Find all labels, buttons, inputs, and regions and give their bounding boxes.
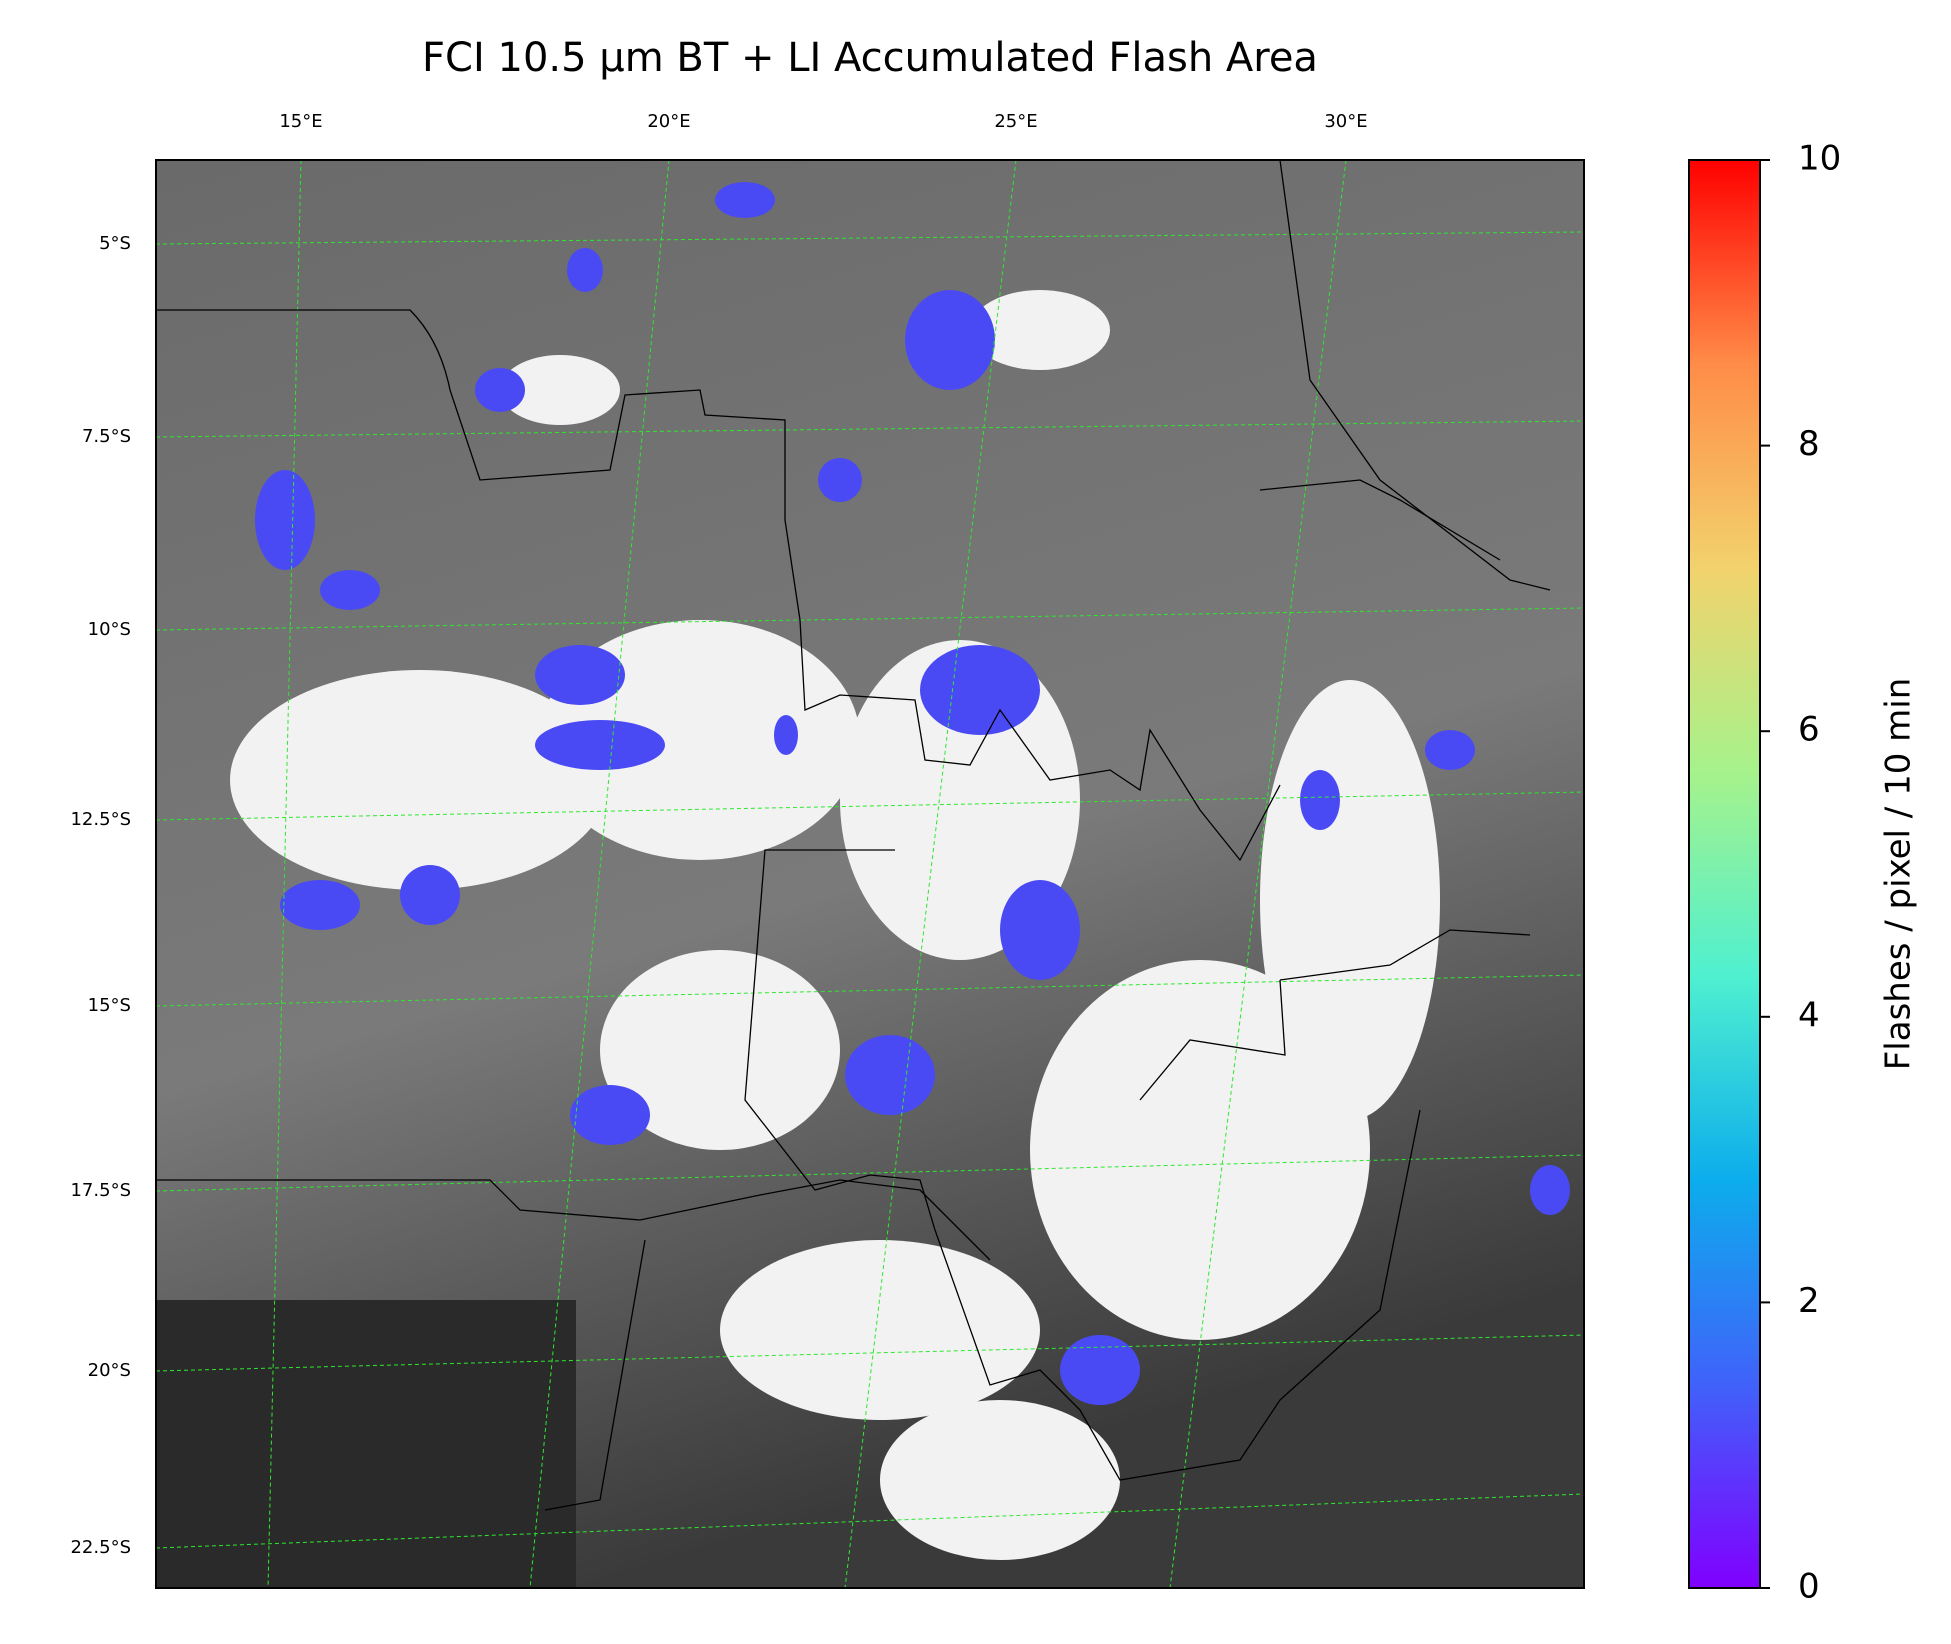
colorbar-tick-label: 6 (1798, 710, 1820, 750)
lon-label: 25°E (994, 111, 1037, 132)
lon-label: 30°E (1324, 111, 1367, 132)
colorbar-label: Flashes / pixel / 10 min (1879, 678, 1919, 1071)
colorbar-tick-label: 4 (1798, 995, 1820, 1035)
lat-label: 20°S (88, 1360, 131, 1381)
lat-label: 12.5°S (70, 809, 131, 830)
map-frame (155, 159, 1585, 1589)
lon-label: 20°E (647, 111, 690, 132)
lon-label: 15°E (279, 111, 322, 132)
lat-label: 22.5°S (70, 1537, 131, 1558)
colorbar-tick-label: 10 (1798, 139, 1841, 179)
lat-label: 10°S (88, 619, 131, 640)
lat-label: 17.5°S (70, 1180, 131, 1201)
colorbar-tick-label: 0 (1798, 1567, 1820, 1607)
colorbar-tick-label: 8 (1798, 424, 1820, 464)
lat-label: 5°S (99, 233, 131, 254)
colorbar (1688, 159, 1761, 1589)
lat-label: 15°S (88, 995, 131, 1016)
title: FCI 10.5 µm BT + LI Accumulated Flash Ar… (422, 35, 1318, 81)
map-image (156, 160, 1584, 1588)
colorbar-tick-label: 2 (1798, 1281, 1820, 1321)
lat-label: 7.5°S (82, 426, 131, 447)
